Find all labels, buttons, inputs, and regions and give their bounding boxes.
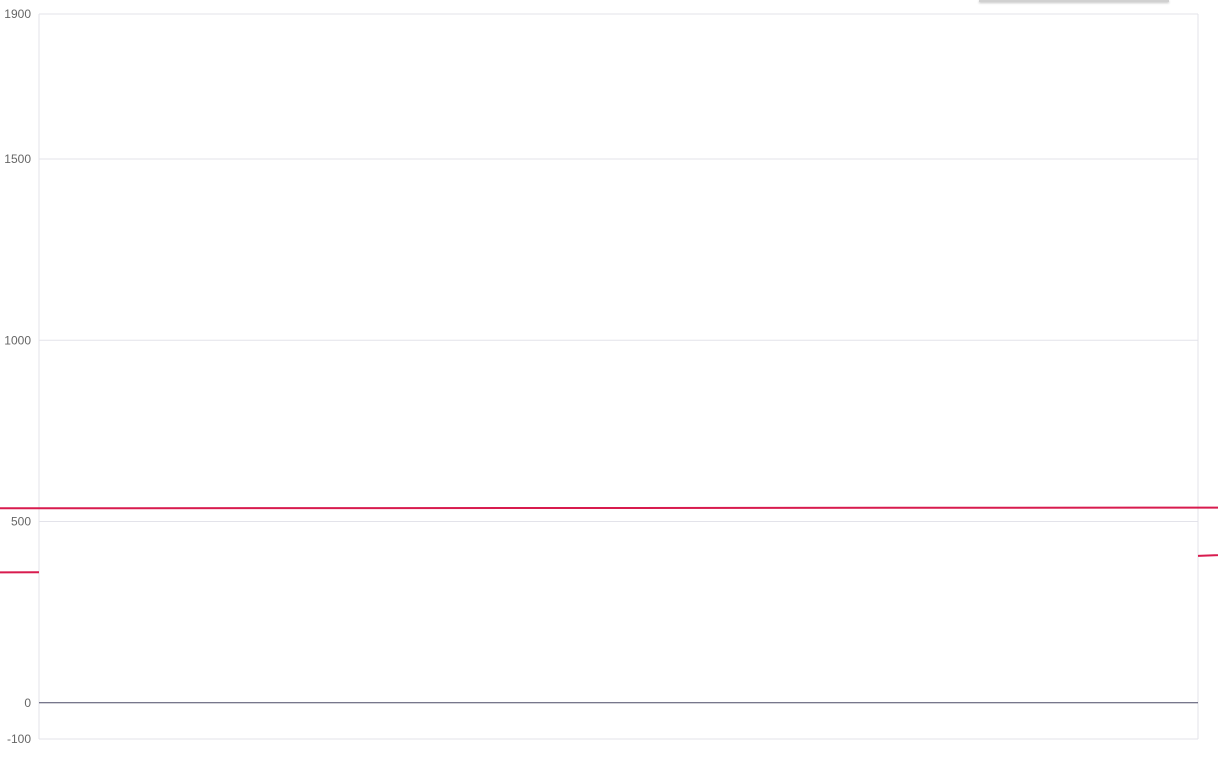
axis-layer [39, 702, 1198, 704]
y-tick-label: 1900 [4, 7, 31, 21]
grid-layer [38, 13, 1199, 740]
series-line-0 [0, 506, 1218, 574]
y-tick-label: 1500 [4, 152, 31, 166]
tooltip-edge [979, 0, 1169, 2]
tick-label-layer: -100050010001500190018:0005.08.20:0022:0… [4, 7, 31, 746]
series-layer [0, 506, 1218, 574]
y-tick-label: 500 [11, 515, 31, 529]
y-tick-label: -100 [7, 732, 31, 746]
y-tick-label: 0 [24, 696, 31, 710]
y-tick-label: 1000 [4, 333, 31, 347]
